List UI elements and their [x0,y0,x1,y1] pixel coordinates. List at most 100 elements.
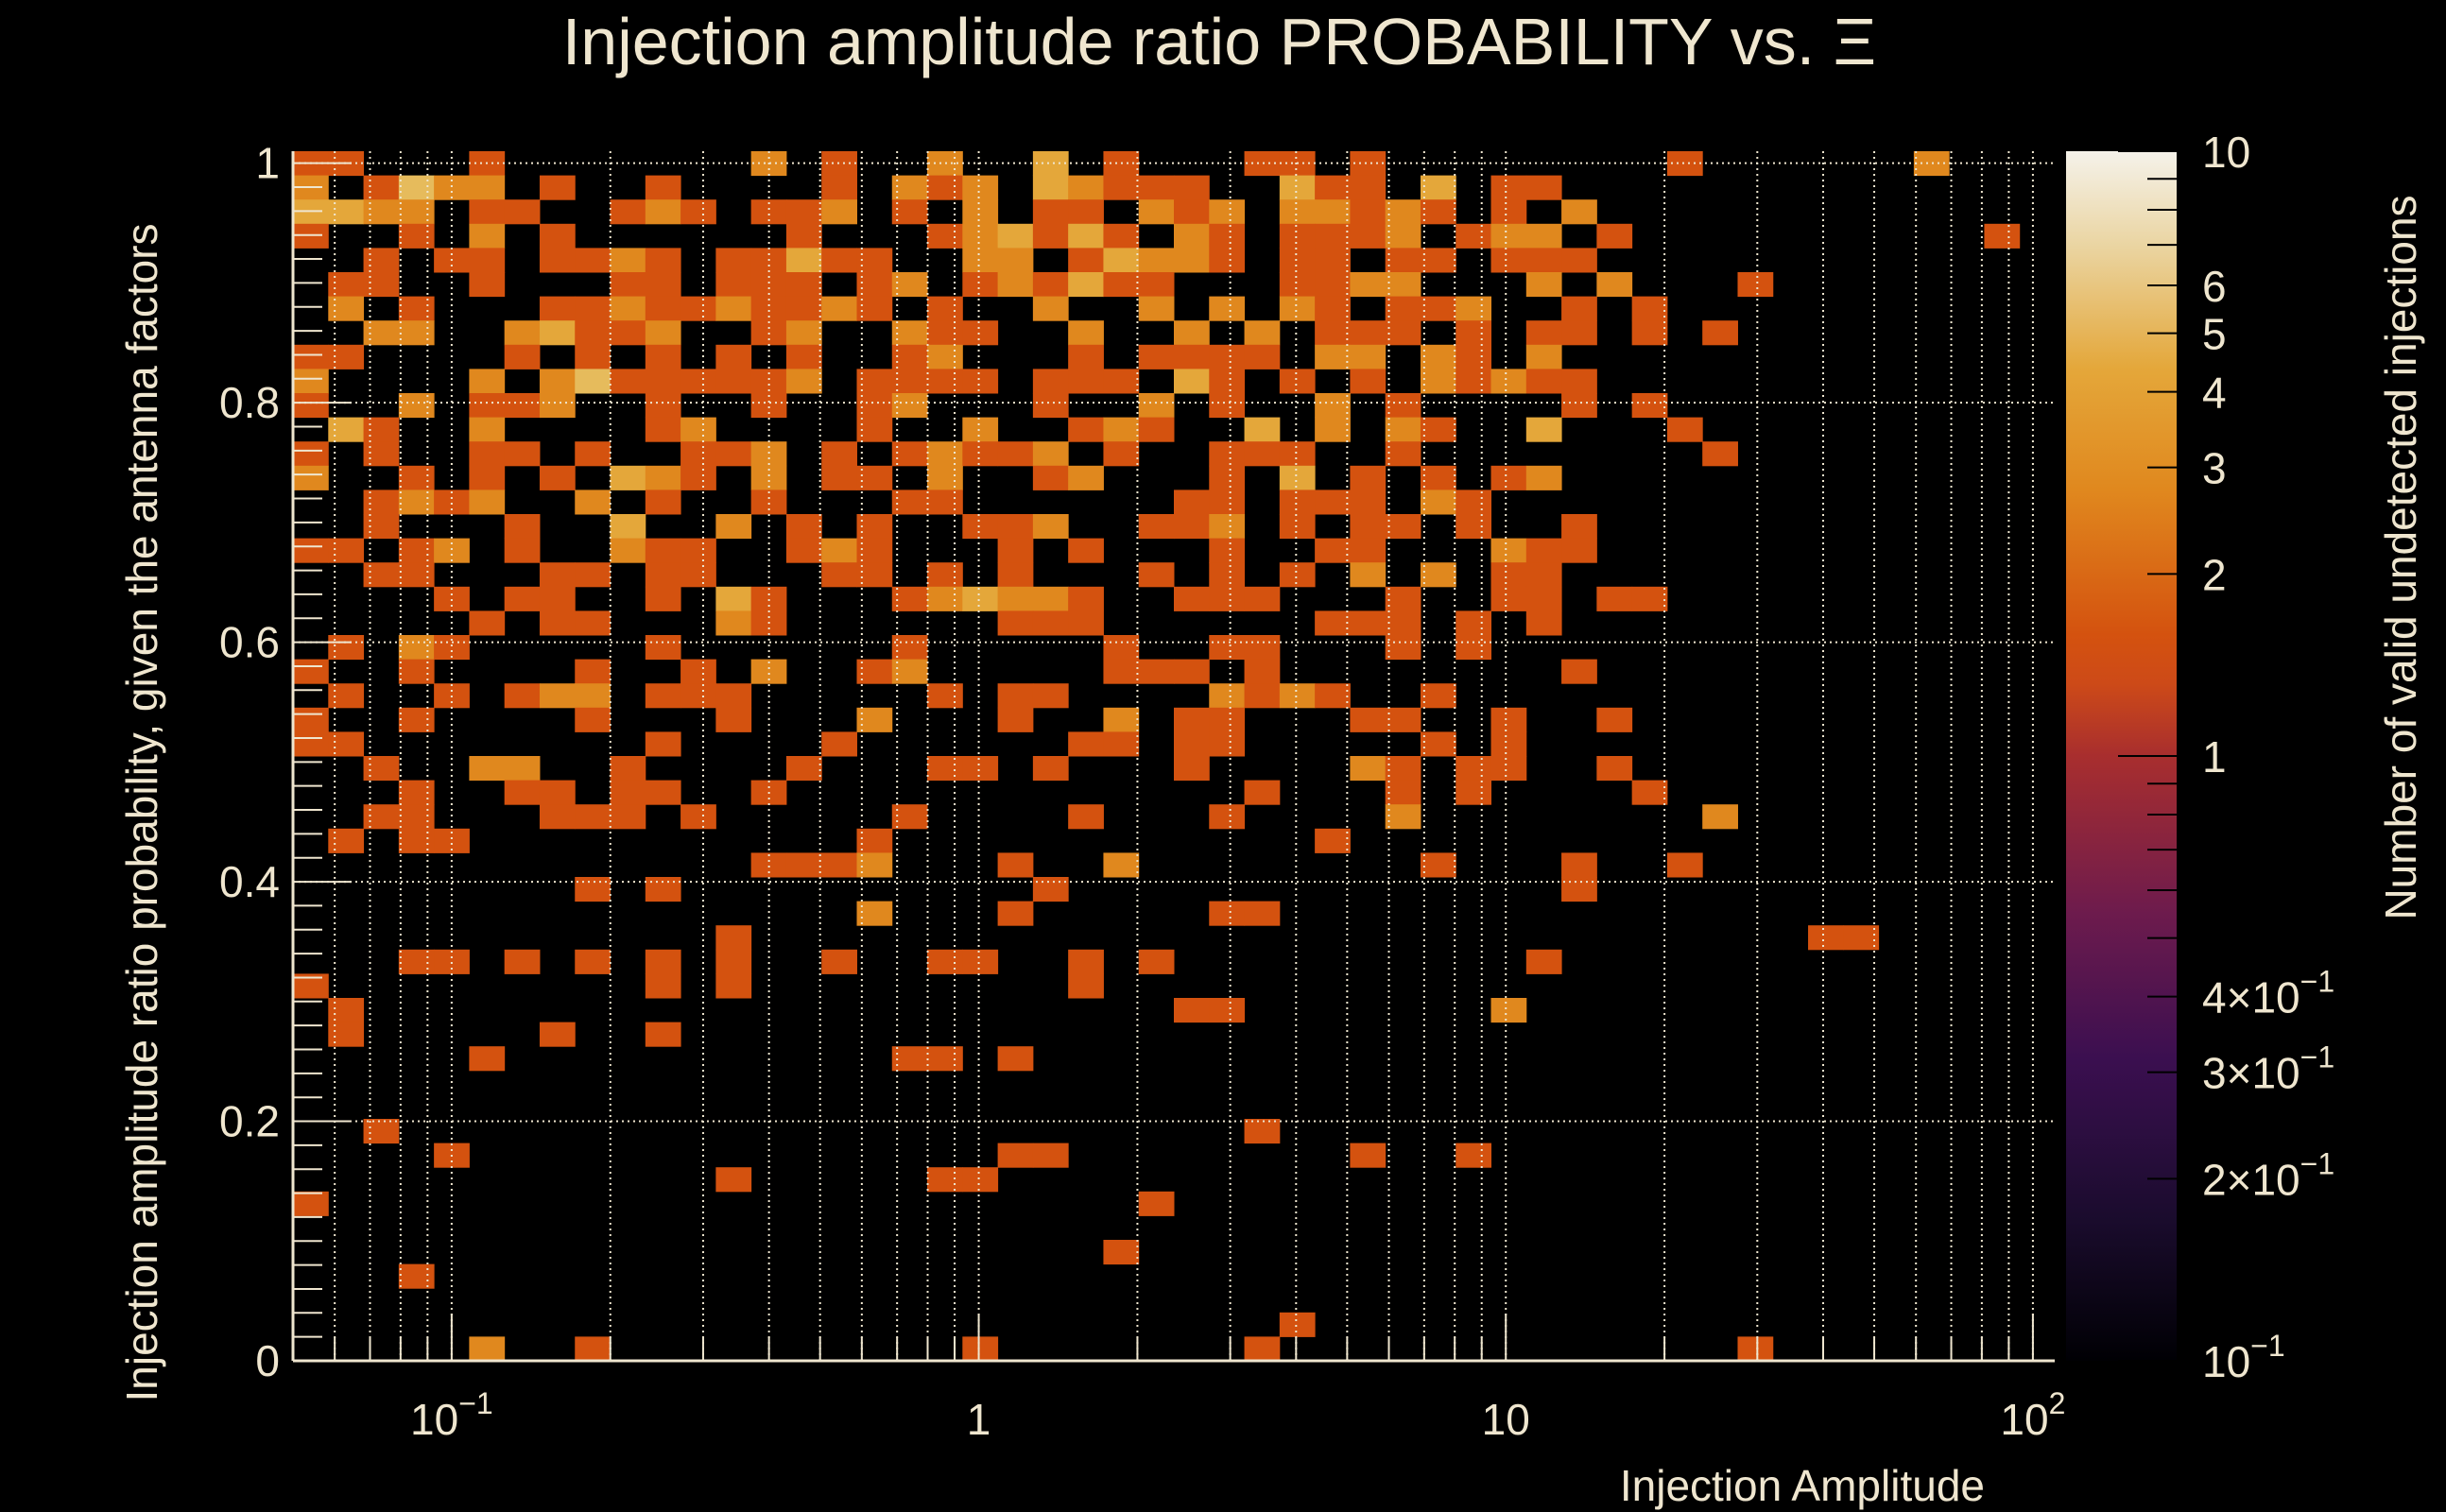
heatmap-cell [469,490,506,515]
heatmap-cell [1138,562,1175,588]
heatmap-cell [962,320,999,346]
heatmap-cell [610,780,646,805]
y-tick-label: 0.2 [219,1097,280,1146]
heatmap-cell [293,344,329,369]
heatmap-cell [1525,223,1562,249]
heatmap-cell [821,562,857,588]
heatmap-cell [504,514,541,540]
heatmap-cell [293,659,329,684]
heatmap-cell [785,248,822,273]
heatmap-cell [469,175,506,200]
heatmap-cell [575,369,612,394]
heatmap-cell [1174,490,1210,515]
heatmap-cell [539,610,576,636]
heatmap-cell [363,562,400,588]
heatmap-cell [1244,441,1281,467]
heatmap-cell [1138,514,1175,540]
heatmap-cell [1174,998,1210,1023]
heatmap-cell [1525,949,1562,974]
heatmap-cell [645,417,681,442]
heatmap-cell [1631,586,1668,611]
heatmap-cell [1525,465,1562,490]
heatmap-cell [750,586,787,611]
heatmap-cell [1244,1336,1281,1362]
heatmap-cell [469,756,506,782]
heatmap-cell [1138,272,1175,298]
heatmap-cell [962,949,999,974]
heatmap-cell [363,514,400,540]
heatmap-cell [1456,490,1492,515]
heatmap-cell [1174,320,1210,346]
heatmap-cell [1490,731,1527,757]
heatmap-cell [1315,175,1351,200]
heatmap-cell [1420,296,1456,321]
heatmap-cell [1561,659,1597,684]
heatmap-cell [1068,369,1104,394]
heatmap-cell [1279,441,1316,467]
heatmap-cell [821,199,857,225]
heatmap-cell [610,804,646,830]
heatmap-cell [1385,320,1421,346]
heatmap-cell [645,199,681,225]
heatmap-cell [1490,562,1527,588]
heatmap-cell [785,272,822,298]
heatmap-cell [1456,514,1492,540]
heatmap-cell [1279,223,1316,249]
heatmap-cell [785,538,822,563]
heatmap-cell [1315,828,1351,853]
heatmap-cell [645,320,681,346]
heatmap-cell [328,538,365,563]
heatmap-cell [1490,998,1527,1023]
heatmap-cell [1068,272,1104,298]
heatmap-cell [1032,756,1069,782]
heatmap-cell [575,1336,612,1362]
heatmap-cell [575,683,612,709]
heatmap-cell [1385,417,1421,442]
heatmap-cell [398,490,435,515]
heatmap-cell [1174,248,1210,273]
colorbar-tick-label: 4 [2202,369,2227,418]
heatmap-cell [504,586,541,611]
heatmap-cell [363,441,400,467]
heatmap-cell [680,296,716,321]
heatmap-cell [1456,296,1492,321]
heatmap-cell [1350,344,1387,369]
heatmap-cell [1032,610,1069,636]
heatmap-cell [1350,514,1387,540]
heatmap-cell [610,369,646,394]
heatmap-cell [1103,223,1140,249]
heatmap-cell [1174,223,1210,249]
heatmap-cell [363,417,400,442]
heatmap-cell [1525,610,1562,636]
heatmap-cell [1209,514,1246,540]
heatmap-cell [1490,223,1527,249]
heatmap-cell [927,465,963,490]
heatmap-cell [962,586,999,611]
heatmap-cell [997,223,1034,249]
y-tick-label: 0 [255,1336,280,1385]
heatmap-cell [469,441,506,467]
heatmap-cell [1596,756,1633,782]
heatmap-cell [398,199,435,225]
heatmap-cell [1103,1240,1140,1265]
heatmap-cell [1456,223,1492,249]
heatmap-cell [1244,586,1281,611]
heatmap-cell [1032,1143,1069,1168]
heatmap-cell [575,344,612,369]
heatmap-cell [821,175,857,200]
heatmap-cell [1561,538,1597,563]
heatmap-cell [1420,465,1456,490]
heatmap-cell [1032,393,1069,419]
chart-title: Injection amplitude ratio PROBABILITY vs… [562,5,1876,78]
heatmap-cell [398,538,435,563]
heatmap-cell [504,949,541,974]
heatmap-cell [1385,296,1421,321]
heatmap-cell [539,804,576,830]
heatmap-cell [469,610,506,636]
heatmap-cell [962,441,999,467]
x-tick-labels: 10−1 1 10 102 [410,1386,2065,1444]
heatmap-cell [680,538,716,563]
heatmap-cell [927,756,963,782]
heatmap-cell [1525,369,1562,394]
